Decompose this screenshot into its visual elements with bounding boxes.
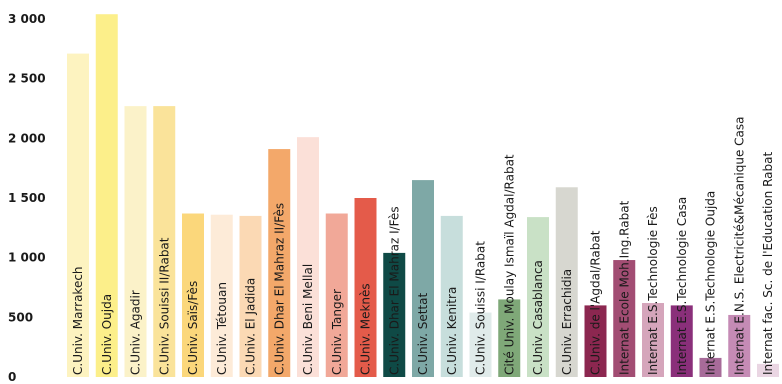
y-axis: 0 500 1 000 1 500 2 000 2 500 3 000 [8, 12, 46, 384]
bar [124, 106, 147, 377]
bar [613, 260, 636, 377]
bar [584, 305, 607, 377]
bar [527, 217, 549, 377]
bar [210, 214, 233, 377]
bar [498, 299, 521, 377]
bar [699, 357, 722, 377]
bar-category-label: C.Univ. Casablanca [531, 260, 545, 375]
y-tick-label: 2 000 [8, 131, 46, 145]
bar-category-label: C.Univ. Souissi II/Rabat [157, 237, 171, 375]
y-tick-label: 3 000 [8, 12, 46, 26]
bar [297, 137, 319, 377]
bars [67, 14, 779, 378]
bar [469, 312, 492, 377]
bar-category-label: C.Univ. El Jadida [244, 278, 258, 375]
y-tick-label: 1 500 [8, 191, 46, 205]
bar-category-label: C.Univ. Meknès [359, 283, 373, 375]
bar [383, 252, 406, 377]
bar [670, 305, 693, 377]
bar [642, 303, 664, 377]
bar-category-label: Internat fac. Sc. de l'Education Rabat [761, 152, 775, 375]
bar-category-label: Internat E.N.S. Electricité&Mécanique Ca… [732, 117, 746, 376]
bar [354, 198, 377, 377]
bar-category-label: Internat Ecole Moh.Ing.Rabat [617, 200, 631, 375]
bar [440, 215, 463, 377]
bar-category-label: C.Univ. Errachidia [560, 269, 574, 375]
bar-category-label: C.Univ. Dhar El Mahraz II/Fès [272, 203, 286, 375]
bar-category-label: Internat E.S.Technologie Casa [675, 197, 689, 375]
bar [67, 53, 89, 378]
bar [153, 106, 176, 377]
bar [95, 14, 118, 378]
bar [412, 180, 434, 377]
y-tick-label: 0 [8, 370, 16, 384]
y-tick-label: 2 500 [8, 72, 46, 86]
bar-category-label: C.Univ. Souissi I/Rabat [474, 241, 488, 375]
bar-labels: C.Univ. Marrakech C.Univ. Oujda C.Univ. Ag… [71, 117, 775, 376]
bar [757, 363, 779, 377]
bar-category-label: C.Univ. de l'Agdal/Rabat [589, 230, 603, 375]
y-tick-label: 500 [8, 310, 33, 324]
bar [182, 213, 204, 377]
bar-category-label: C.Univ. Saïs/Fès [186, 281, 200, 375]
bar-category-label: C.Univ. Kenitra [445, 287, 459, 375]
bar [239, 215, 262, 377]
bar [728, 314, 751, 377]
bar-category-label: Cité Univ. Moulay Ismaïl Agdal/Rabat [502, 154, 516, 375]
bar-category-label: C.Univ. Tétouan [215, 282, 229, 375]
bar-category-label: C.Univ. Settat [416, 293, 430, 375]
bar-category-label: C.Univ. Marrakech [71, 266, 85, 375]
bar-category-label: C.Univ. Tanger [330, 289, 344, 375]
bar [268, 149, 291, 377]
bar-category-label: C.Univ. Agadir [129, 290, 143, 375]
bar [325, 213, 348, 377]
bar-category-label: Internat E.S.Technologie Oujda [704, 191, 718, 375]
y-tick-label: 1 000 [8, 251, 46, 265]
bar [555, 187, 578, 377]
bar-category-label: C.Univ. Dhar El Mahraz I/Fès [387, 206, 401, 375]
bar-category-label: C.Univ. Beni Mellal [301, 264, 315, 375]
bar-category-label: Internat E.S.Technologie Fès [646, 206, 660, 375]
bar-category-label: C.Univ. Oujda [100, 294, 114, 375]
